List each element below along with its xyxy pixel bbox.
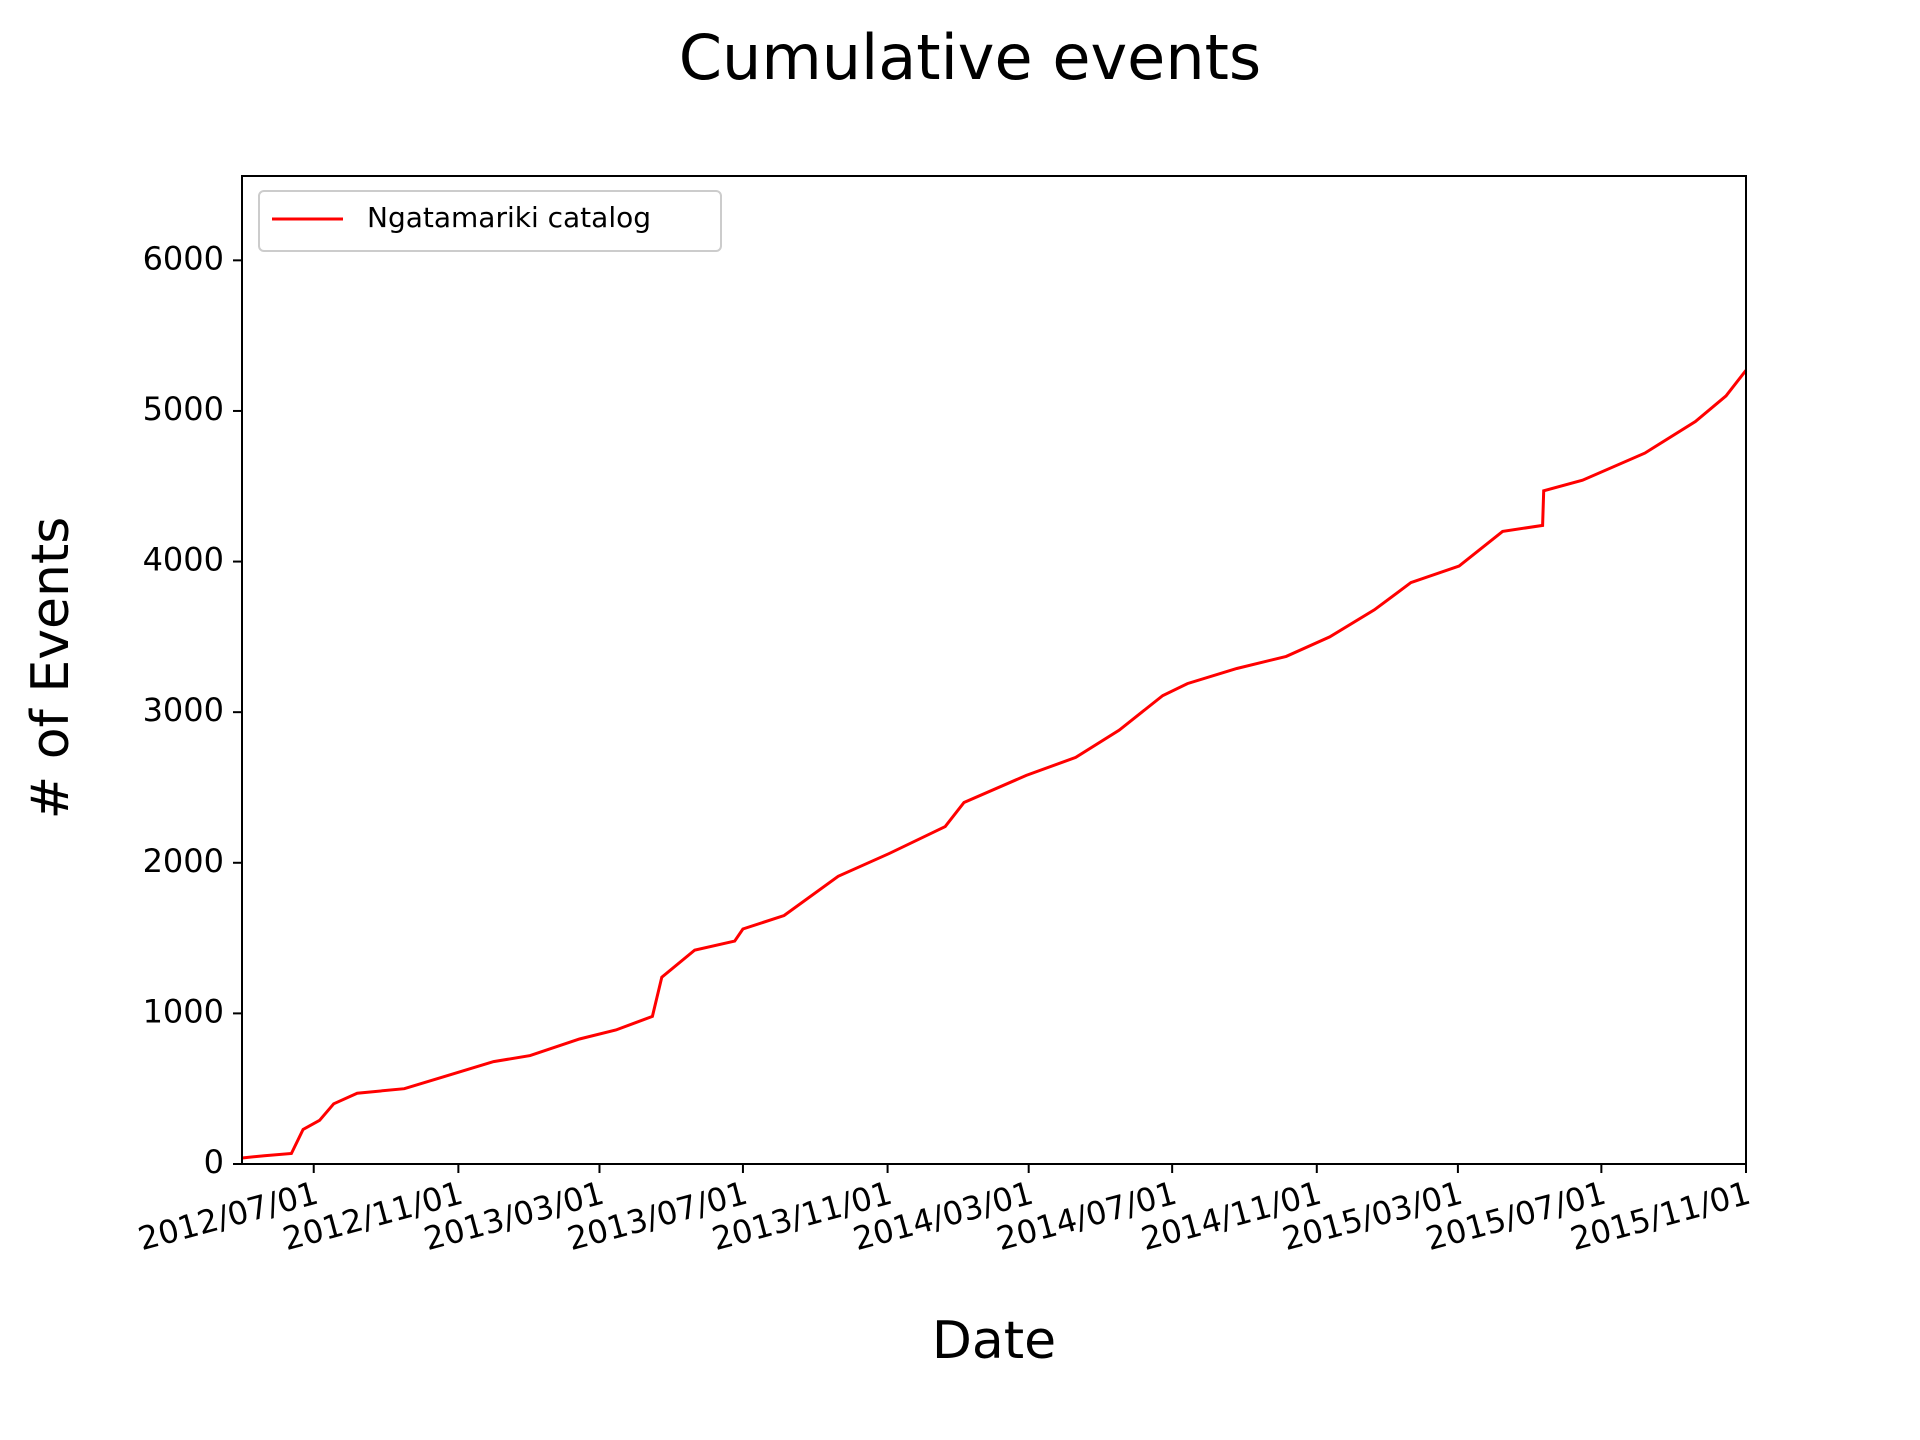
y-tick-label: 1000	[143, 992, 224, 1030]
legend-label: Ngatamariki catalog	[367, 201, 651, 234]
x-axis-label: Date	[932, 1311, 1056, 1371]
y-tick-label: 0	[204, 1143, 224, 1181]
y-tick-label: 3000	[143, 691, 224, 729]
y-tick-label: 6000	[143, 239, 224, 277]
y-tick-label: 4000	[143, 541, 224, 579]
y-tick-label: 2000	[143, 842, 224, 880]
chart-title: Cumulative events	[679, 21, 1261, 94]
legend-box	[258, 190, 722, 252]
y-axis-label: # of Events	[21, 517, 81, 820]
data-line	[241, 369, 1748, 1160]
plot-frame	[241, 175, 1747, 1165]
y-tick-label: 5000	[143, 390, 224, 428]
